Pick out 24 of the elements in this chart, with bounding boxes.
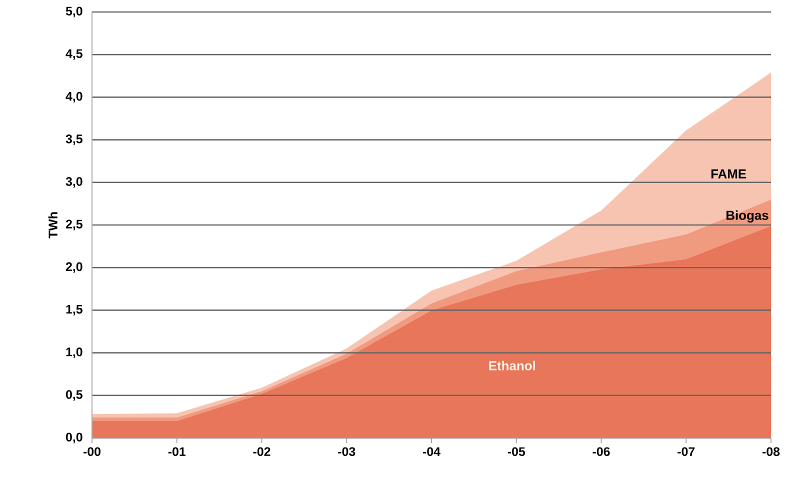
series-label: Ethanol xyxy=(489,360,535,370)
series-label: Biogas xyxy=(726,210,768,223)
y-tick-label: 4,0 xyxy=(66,92,82,102)
x-tick-label: -00 xyxy=(83,447,100,456)
y-tick-label: 1,5 xyxy=(66,304,82,316)
y-tick-label: 3,0 xyxy=(66,177,82,188)
x-tick-label: -04 xyxy=(422,447,440,456)
x-tick-label: -07 xyxy=(678,447,695,456)
x-tick-label: -03 xyxy=(338,447,356,456)
x-tick-label: -02 xyxy=(253,447,270,456)
y-tick-label: 0,5 xyxy=(66,390,82,401)
y-tick-label: 2,0 xyxy=(66,262,82,273)
y-tick-label: 3,5 xyxy=(66,134,82,146)
y-tick-label: 1,0 xyxy=(66,347,82,358)
y-tick-label: 4,5 xyxy=(66,49,82,60)
y-tick-label: 2,5 xyxy=(66,220,82,230)
x-tick-label: -08 xyxy=(762,447,780,456)
series-label: FAME xyxy=(711,169,746,178)
y-tick-label: 0,0 xyxy=(66,432,82,444)
x-tick-label: -01 xyxy=(168,447,186,456)
y-tick-label: 5,0 xyxy=(66,6,82,18)
x-tick-label: -05 xyxy=(508,447,526,456)
y-axis-title: TWh xyxy=(48,212,58,238)
x-tick-label: -06 xyxy=(592,447,610,456)
